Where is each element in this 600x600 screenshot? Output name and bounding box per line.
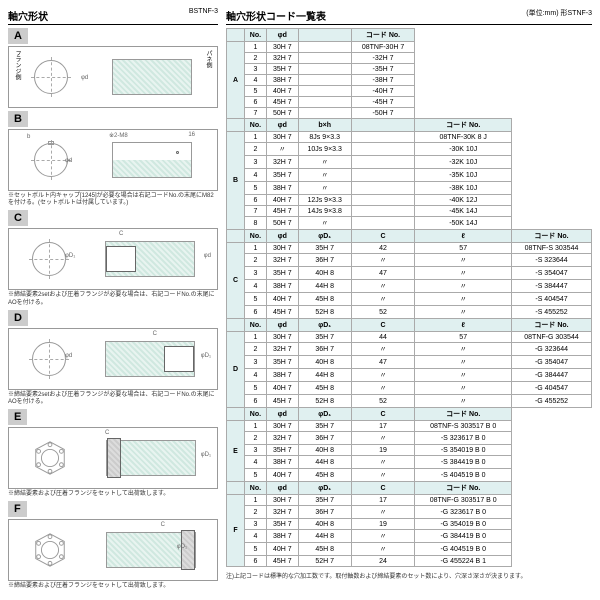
circle-icon [32, 242, 66, 276]
letter-f: F [8, 501, 27, 517]
shaft-icon [106, 532, 196, 568]
section-e: E C φD₁ ※締結要素および圧着フランジをセットして出荷致します。 [8, 409, 218, 498]
section-b: B b φd ※2-M8 16 ※セットボルト内キャップ[1245]が必要な場合… [8, 111, 218, 207]
letter-c: C [8, 210, 28, 226]
section-d: D φd C φD₁ ※締結要素2setおよび圧着フランジが必要な場合は、右記コ… [8, 310, 218, 406]
letter-e: E [8, 409, 27, 425]
note-f: ※締結要素および圧着フランジをセットして出荷致します。 [8, 583, 218, 590]
shaft-icon [105, 241, 195, 277]
right-panel: 軸穴形状コード一覧表 (単位:mm) 形STNF-3 No.φdコード No.A1… [226, 8, 592, 592]
shaft-icon [112, 59, 192, 95]
letter-b: B [8, 111, 28, 127]
note-e: ※締結要素および圧着フランジをセットして出荷致します。 [8, 491, 218, 498]
left-sub: BSTNF-3 [189, 8, 218, 23]
circle-icon [34, 143, 68, 177]
right-sub: (単位:mm) 形STNF-3 [526, 8, 592, 23]
section-c: C φD₁ C φd ※締結要素2setおよび圧着フランジが必要な場合は、右記コ… [8, 210, 218, 306]
circle-icon [34, 60, 68, 94]
footnote: 注)上記コードは標準的な穴加工数です。取付軸数および締結要素のセット数により、穴… [226, 571, 592, 580]
shaft-icon [105, 341, 195, 377]
left-panel: 軸穴形状 BSTNF-3 A フランジ側 φd パネ側 B b φd ※2-M8 … [8, 8, 218, 592]
section-a: A フランジ側 φd パネ側 [8, 28, 218, 108]
letter-a: A [8, 28, 28, 44]
right-title: 軸穴形状コード一覧表 [226, 8, 326, 23]
hex-icon [31, 531, 69, 569]
section-f: F C φD₁ ※締結要素および圧着フランジをセットして出荷致します。 [8, 501, 218, 590]
note-d: ※締結要素2setおよび圧着フランジが必要な場合は、右記コードNo.の末尾にAO… [8, 392, 218, 406]
left-title: 軸穴形状 [8, 8, 48, 23]
shaft-icon [112, 142, 192, 178]
circle-icon [32, 342, 66, 376]
tables: No.φdコード No.A130H 708TNF-30H 7232H 7-32H… [226, 28, 592, 567]
note-b: ※セットボルト内キャップ[1245]が必要な場合は右記コードNo.の末尾にM82… [8, 193, 218, 207]
shaft-icon [106, 440, 196, 476]
hex-icon [31, 439, 69, 477]
note-c: ※締結要素2setおよび圧着フランジが必要な場合は、右記コードNo.の末尾にAO… [8, 292, 218, 306]
letter-d: D [8, 310, 28, 326]
